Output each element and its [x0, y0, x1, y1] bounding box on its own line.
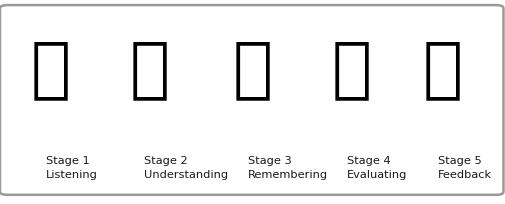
Text: Stage 1
Listening: Stage 1 Listening: [45, 156, 97, 180]
Text: Stage 4
Evaluating: Stage 4 Evaluating: [346, 156, 406, 180]
Text: 🧠: 🧠: [232, 36, 273, 102]
Text: Stage 2
Understanding: Stage 2 Understanding: [144, 156, 228, 180]
Text: Stage 3
Remembering: Stage 3 Remembering: [247, 156, 327, 180]
Text: Stage 5
Feedback: Stage 5 Feedback: [437, 156, 491, 180]
Text: 🧠: 🧠: [129, 36, 169, 102]
FancyBboxPatch shape: [0, 5, 502, 195]
Text: 👂: 👂: [30, 36, 71, 102]
Text: 👄: 👄: [422, 36, 462, 102]
Text: 🧠: 🧠: [331, 36, 371, 102]
